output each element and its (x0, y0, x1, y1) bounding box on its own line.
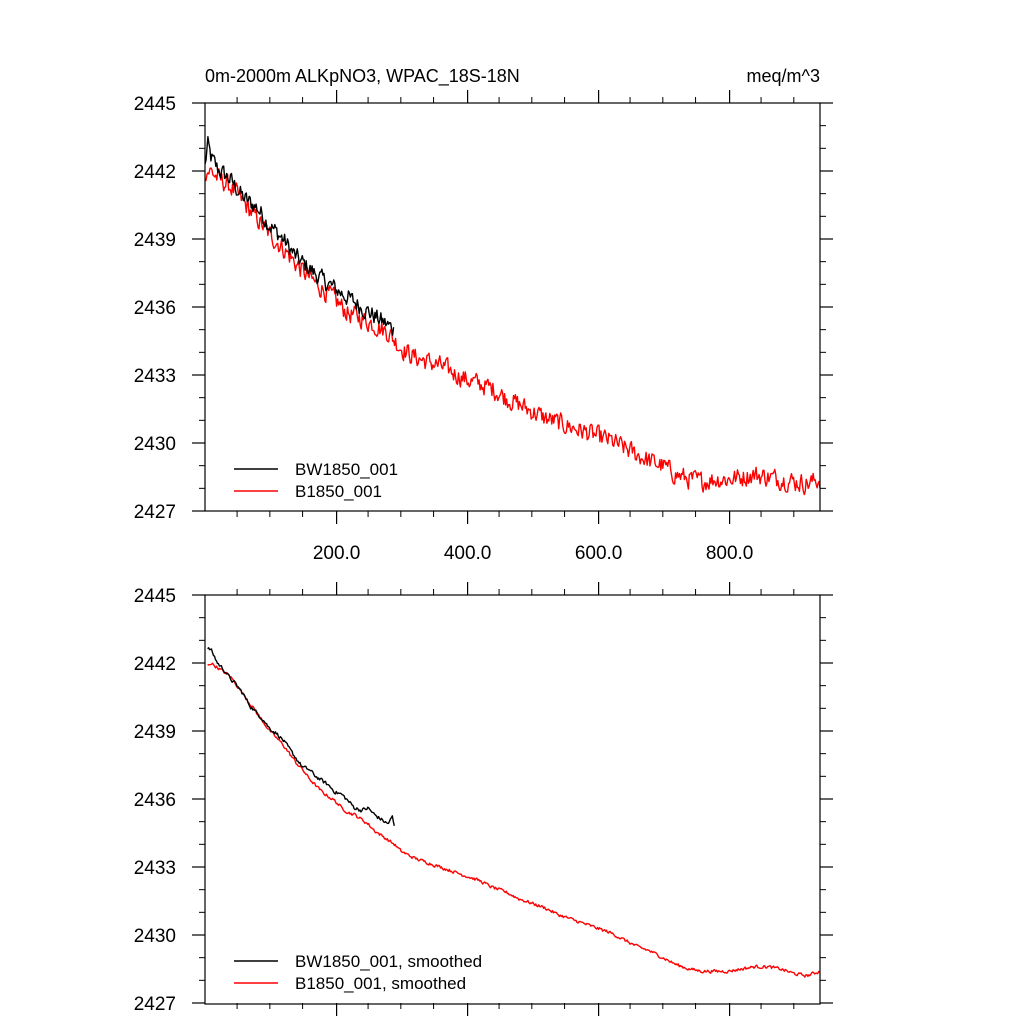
bottom-legend-label-bw1850: BW1850_001, smoothed (295, 952, 482, 971)
top-minor-ticks (199, 97, 826, 517)
bottom-line-b1850-smoothed (207, 662, 821, 978)
top-ytick-label-2445: 2445 (134, 94, 176, 115)
top-xtick-label-400: 400.0 (444, 543, 492, 564)
bottom-ytick-label-2433: 2433 (134, 858, 176, 879)
bottom-ytick-label-2427: 2427 (134, 994, 176, 1015)
top-xtick-label-200: 200.0 (313, 543, 361, 564)
bottom-x-ticks (336, 582, 731, 1016)
bottom-line-bw1850-smoothed (207, 647, 395, 826)
top-y-ticks (192, 102, 833, 512)
top-legend-label-bw1850: BW1850_001 (295, 460, 398, 479)
top-y-tick-labels: 2445 2442 2439 2436 2433 2430 2427 (134, 94, 176, 523)
top-series-bw1850 (204, 135, 395, 336)
top-ytick-label-2433: 2433 (134, 366, 176, 387)
top-ytick-label-2439: 2439 (134, 230, 176, 251)
top-title: 0m-2000m ALKpNO3, WPAC_18S-18N (205, 66, 520, 87)
top-ytick-label-2436: 2436 (134, 298, 176, 319)
top-units: meq/m^3 (747, 66, 820, 86)
bottom-ytick-label-2436: 2436 (134, 790, 176, 811)
bottom-ytick-label-2430: 2430 (134, 926, 176, 947)
top-ytick-label-2442: 2442 (134, 162, 176, 183)
bottom-ytick-label-2439: 2439 (134, 722, 176, 743)
top-legend: BW1850_001 B1850_001 (234, 460, 398, 501)
top-xtick-label-600: 600.0 (575, 543, 623, 564)
bottom-ytick-label-2445: 2445 (134, 586, 176, 607)
top-xtick-label-800: 800.0 (706, 543, 754, 564)
top-line-b1850 (204, 167, 821, 496)
bottom-y-tick-labels: 2445 2442 2439 2436 2433 2430 2427 (134, 586, 176, 1015)
top-series-b1850 (204, 167, 821, 496)
top-ytick-label-2427: 2427 (134, 502, 176, 523)
bottom-legend-label-b1850: B1850_001, smoothed (295, 974, 466, 993)
top-line-bw1850 (204, 135, 395, 336)
top-x-tick-labels: 200.0 400.0 600.0 800.0 (313, 543, 754, 564)
bottom-minor-ticks (199, 589, 826, 1009)
top-ytick-label-2430: 2430 (134, 434, 176, 455)
bottom-ytick-label-2442: 2442 (134, 654, 176, 675)
top-panel: 0m-2000m ALKpNO3, WPAC_18S-18N meq/m^3 (134, 66, 833, 564)
bottom-panel: 2445 2442 2439 2436 2433 2430 2427 BW185… (134, 582, 833, 1016)
bottom-plot-frame (204, 594, 821, 1005)
bottom-series-b1850-smoothed (207, 662, 821, 978)
bottom-y-ticks (192, 594, 833, 1004)
top-legend-label-b1850: B1850_001 (295, 482, 382, 501)
bottom-series-bw1850-smoothed (207, 647, 395, 826)
top-x-ticks (336, 90, 731, 524)
top-plot-frame (204, 102, 821, 512)
bottom-legend: BW1850_001, smoothed B1850_001, smoothed (234, 952, 482, 993)
